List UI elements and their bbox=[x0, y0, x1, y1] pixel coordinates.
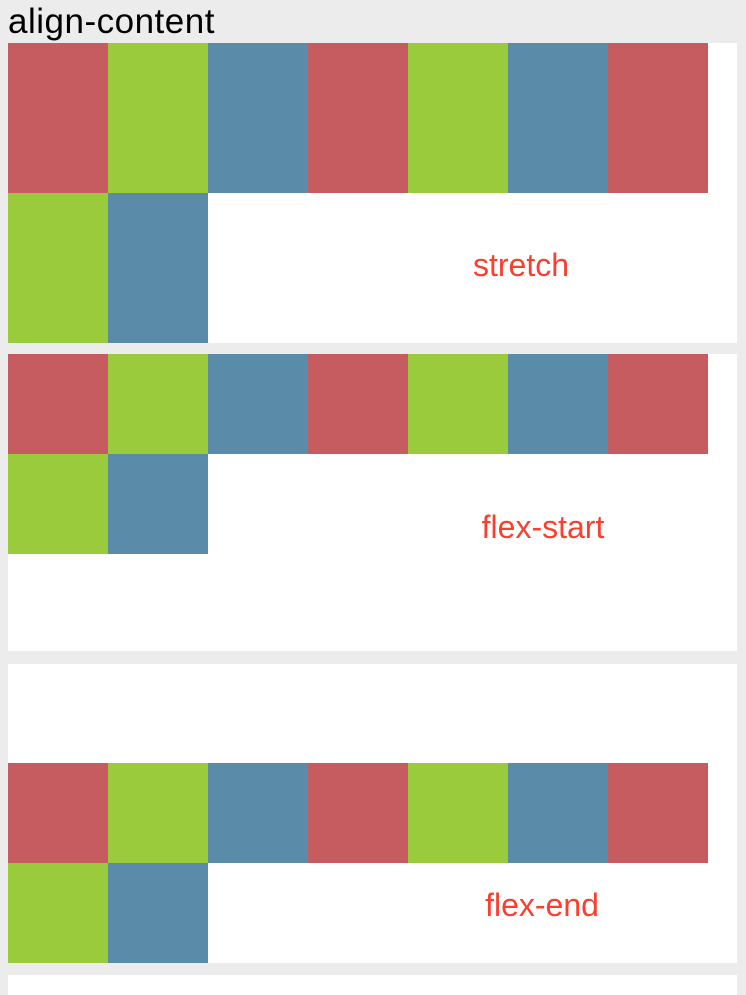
flex-item-green bbox=[108, 763, 208, 863]
flex-item-green bbox=[108, 354, 208, 454]
panel-flex-start: flex-start bbox=[8, 354, 737, 651]
panel-stretch: stretch bbox=[8, 43, 737, 343]
flex-item-blue bbox=[108, 193, 208, 343]
flex-item-green bbox=[8, 193, 108, 343]
flex-item-blue bbox=[208, 763, 308, 863]
align-content-value-label: flex-start bbox=[481, 509, 605, 545]
flex-item-green bbox=[408, 354, 508, 454]
flex-item-red bbox=[308, 763, 408, 863]
flex-item-red bbox=[608, 763, 708, 863]
partial-panel bbox=[8, 975, 737, 995]
flex-item-red bbox=[8, 43, 108, 193]
align-content-value-label: flex-end bbox=[485, 887, 599, 923]
flex-item-blue bbox=[108, 863, 208, 963]
align-content-examples: stretch flex-start flex-end bbox=[8, 43, 737, 963]
flex-item-green bbox=[408, 763, 508, 863]
panel-flex-end: flex-end bbox=[8, 664, 737, 963]
flex-item-green bbox=[408, 43, 508, 193]
flex-item-blue bbox=[208, 43, 308, 193]
flex-item-blue bbox=[508, 43, 608, 193]
flex-item-red bbox=[608, 43, 708, 193]
flex-item-red bbox=[608, 354, 708, 454]
flex-item-green bbox=[8, 863, 108, 963]
flex-item-red bbox=[8, 354, 108, 454]
flex-item-blue bbox=[508, 354, 608, 454]
flex-item-green bbox=[108, 43, 208, 193]
flex-item-blue bbox=[108, 454, 208, 554]
flex-item-red bbox=[8, 763, 108, 863]
flex-item-red bbox=[308, 354, 408, 454]
flex-item-red bbox=[308, 43, 408, 193]
flex-item-blue bbox=[208, 354, 308, 454]
flex-item-green bbox=[8, 454, 108, 554]
flex-item-blue bbox=[508, 763, 608, 863]
page-title: align-content bbox=[8, 2, 215, 41]
align-content-value-label: stretch bbox=[472, 247, 570, 283]
